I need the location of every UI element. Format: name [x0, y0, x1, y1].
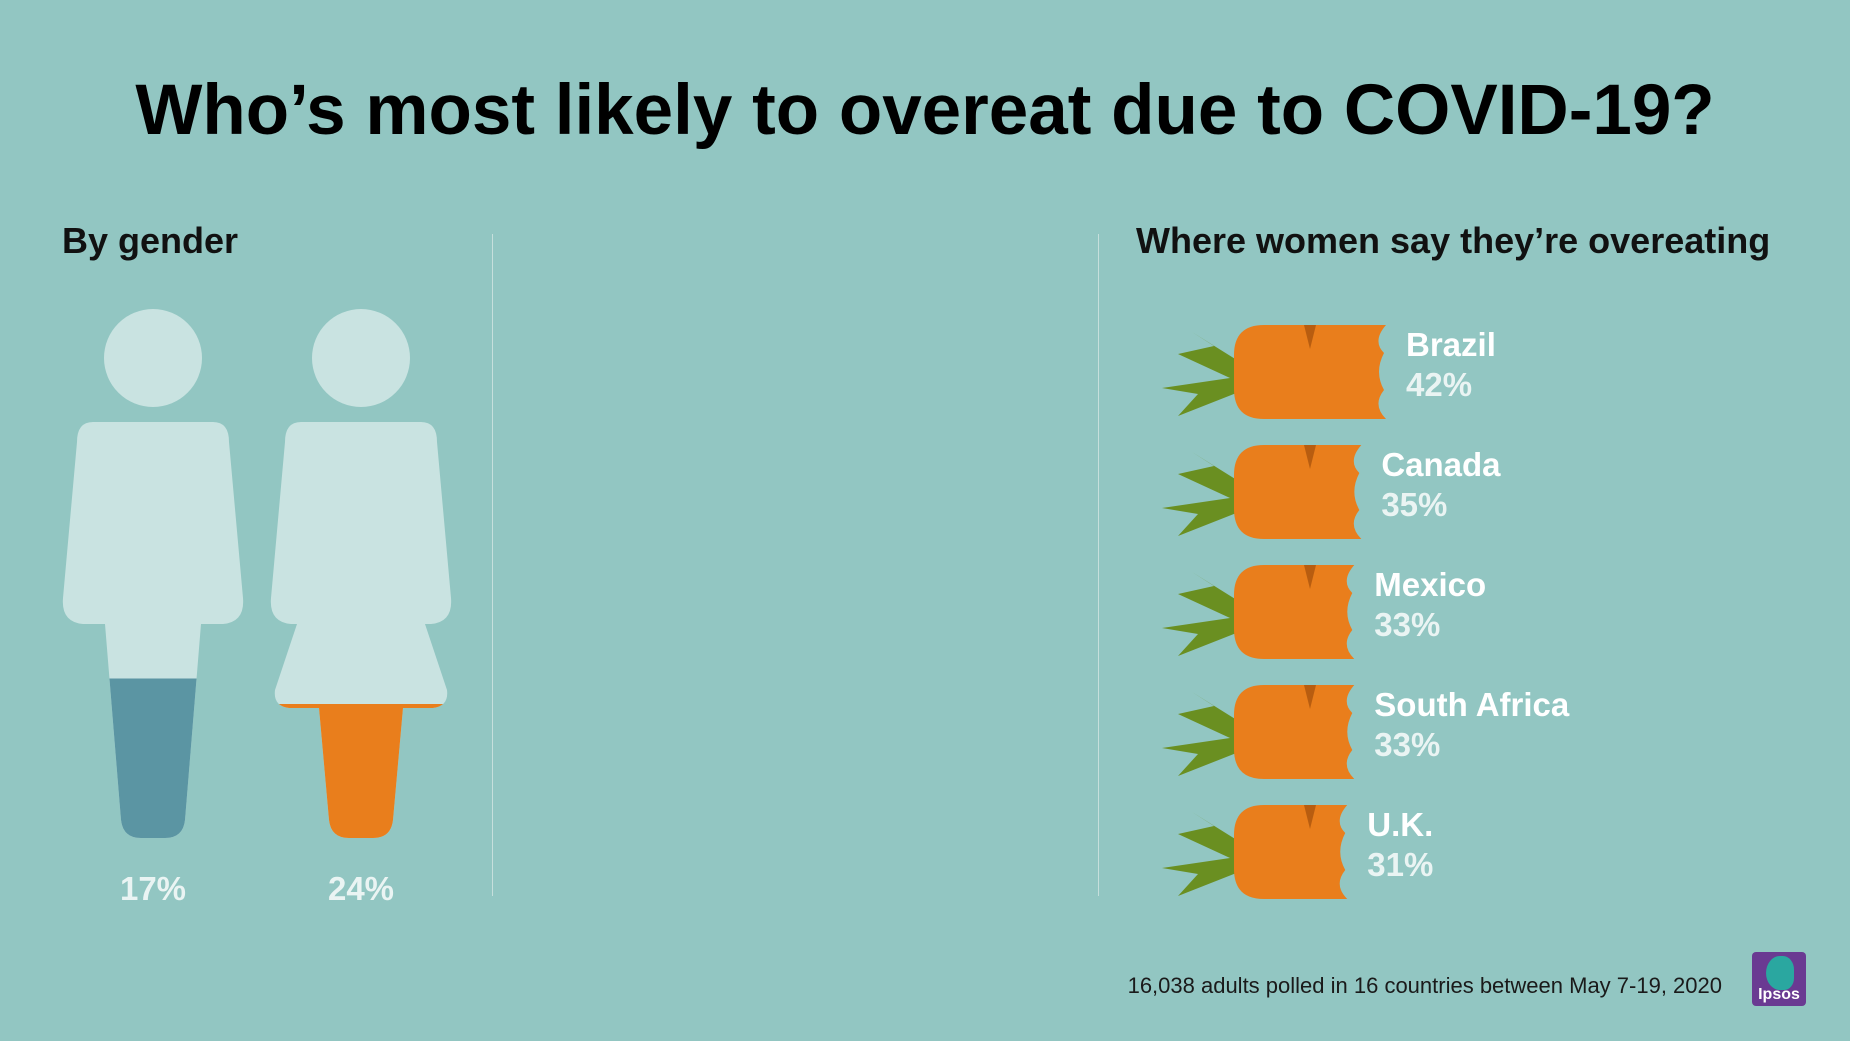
gender-figure-women [270, 422, 452, 838]
carrot-body [1234, 565, 1355, 659]
country-name-label: Mexico [1374, 566, 1486, 603]
logo-text: Ipsos [1758, 986, 1800, 1003]
carrot-notch [1304, 445, 1316, 469]
gender-section-title: By gender [62, 220, 239, 261]
carrot-leaf-icon [1162, 692, 1244, 776]
country-name-label: Canada [1381, 446, 1501, 483]
carrot-leaf-icon [1162, 332, 1244, 416]
ipsos-logo: Ipsos [1752, 952, 1806, 1006]
carrot-body [1234, 805, 1348, 899]
footnote: 16,038 adults polled in 16 countries bet… [1127, 973, 1722, 998]
carrot-leaf-icon [1162, 572, 1244, 656]
page-title: Who’s most likely to overeat due to COVI… [135, 71, 1715, 150]
gender-fill-men [62, 678, 244, 838]
country-pct-label: 33% [1374, 726, 1440, 763]
country-pct-label: 35% [1381, 486, 1447, 523]
carrot-leaf-icon [1162, 452, 1244, 536]
carrot-notch [1304, 805, 1316, 829]
country-section-title: Where women say they’re overeating [1136, 220, 1771, 261]
divider-right [1098, 234, 1099, 896]
carrot-leaf-icon [1162, 812, 1244, 896]
carrot-u-k- [1162, 805, 1348, 899]
gender-pct-label: 17% [120, 870, 186, 907]
carrot-notch [1304, 565, 1316, 589]
country-pct-label: 31% [1367, 846, 1433, 883]
gender-figure-men [62, 422, 244, 838]
country-name-label: Brazil [1406, 326, 1496, 363]
country-name-label: U.K. [1367, 806, 1433, 843]
logo-head-icon [1766, 956, 1794, 990]
gender-figure-head-women [312, 309, 410, 407]
carrot-south-africa [1162, 685, 1355, 779]
divider-left [492, 234, 493, 896]
gender-figure-head-men [104, 309, 202, 407]
carrot-brazil [1162, 325, 1386, 419]
carrot-mexico [1162, 565, 1355, 659]
country-name-label: South Africa [1374, 686, 1570, 723]
carrot-body [1234, 685, 1355, 779]
carrot-canada [1162, 445, 1362, 539]
gender-fill-women [270, 704, 452, 838]
carrot-body [1234, 445, 1362, 539]
country-pct-label: 42% [1406, 366, 1472, 403]
gender-pct-label: 24% [328, 870, 394, 907]
carrot-notch [1304, 325, 1316, 349]
carrot-body [1234, 325, 1386, 419]
carrot-notch [1304, 685, 1316, 709]
country-pct-label: 33% [1374, 606, 1440, 643]
